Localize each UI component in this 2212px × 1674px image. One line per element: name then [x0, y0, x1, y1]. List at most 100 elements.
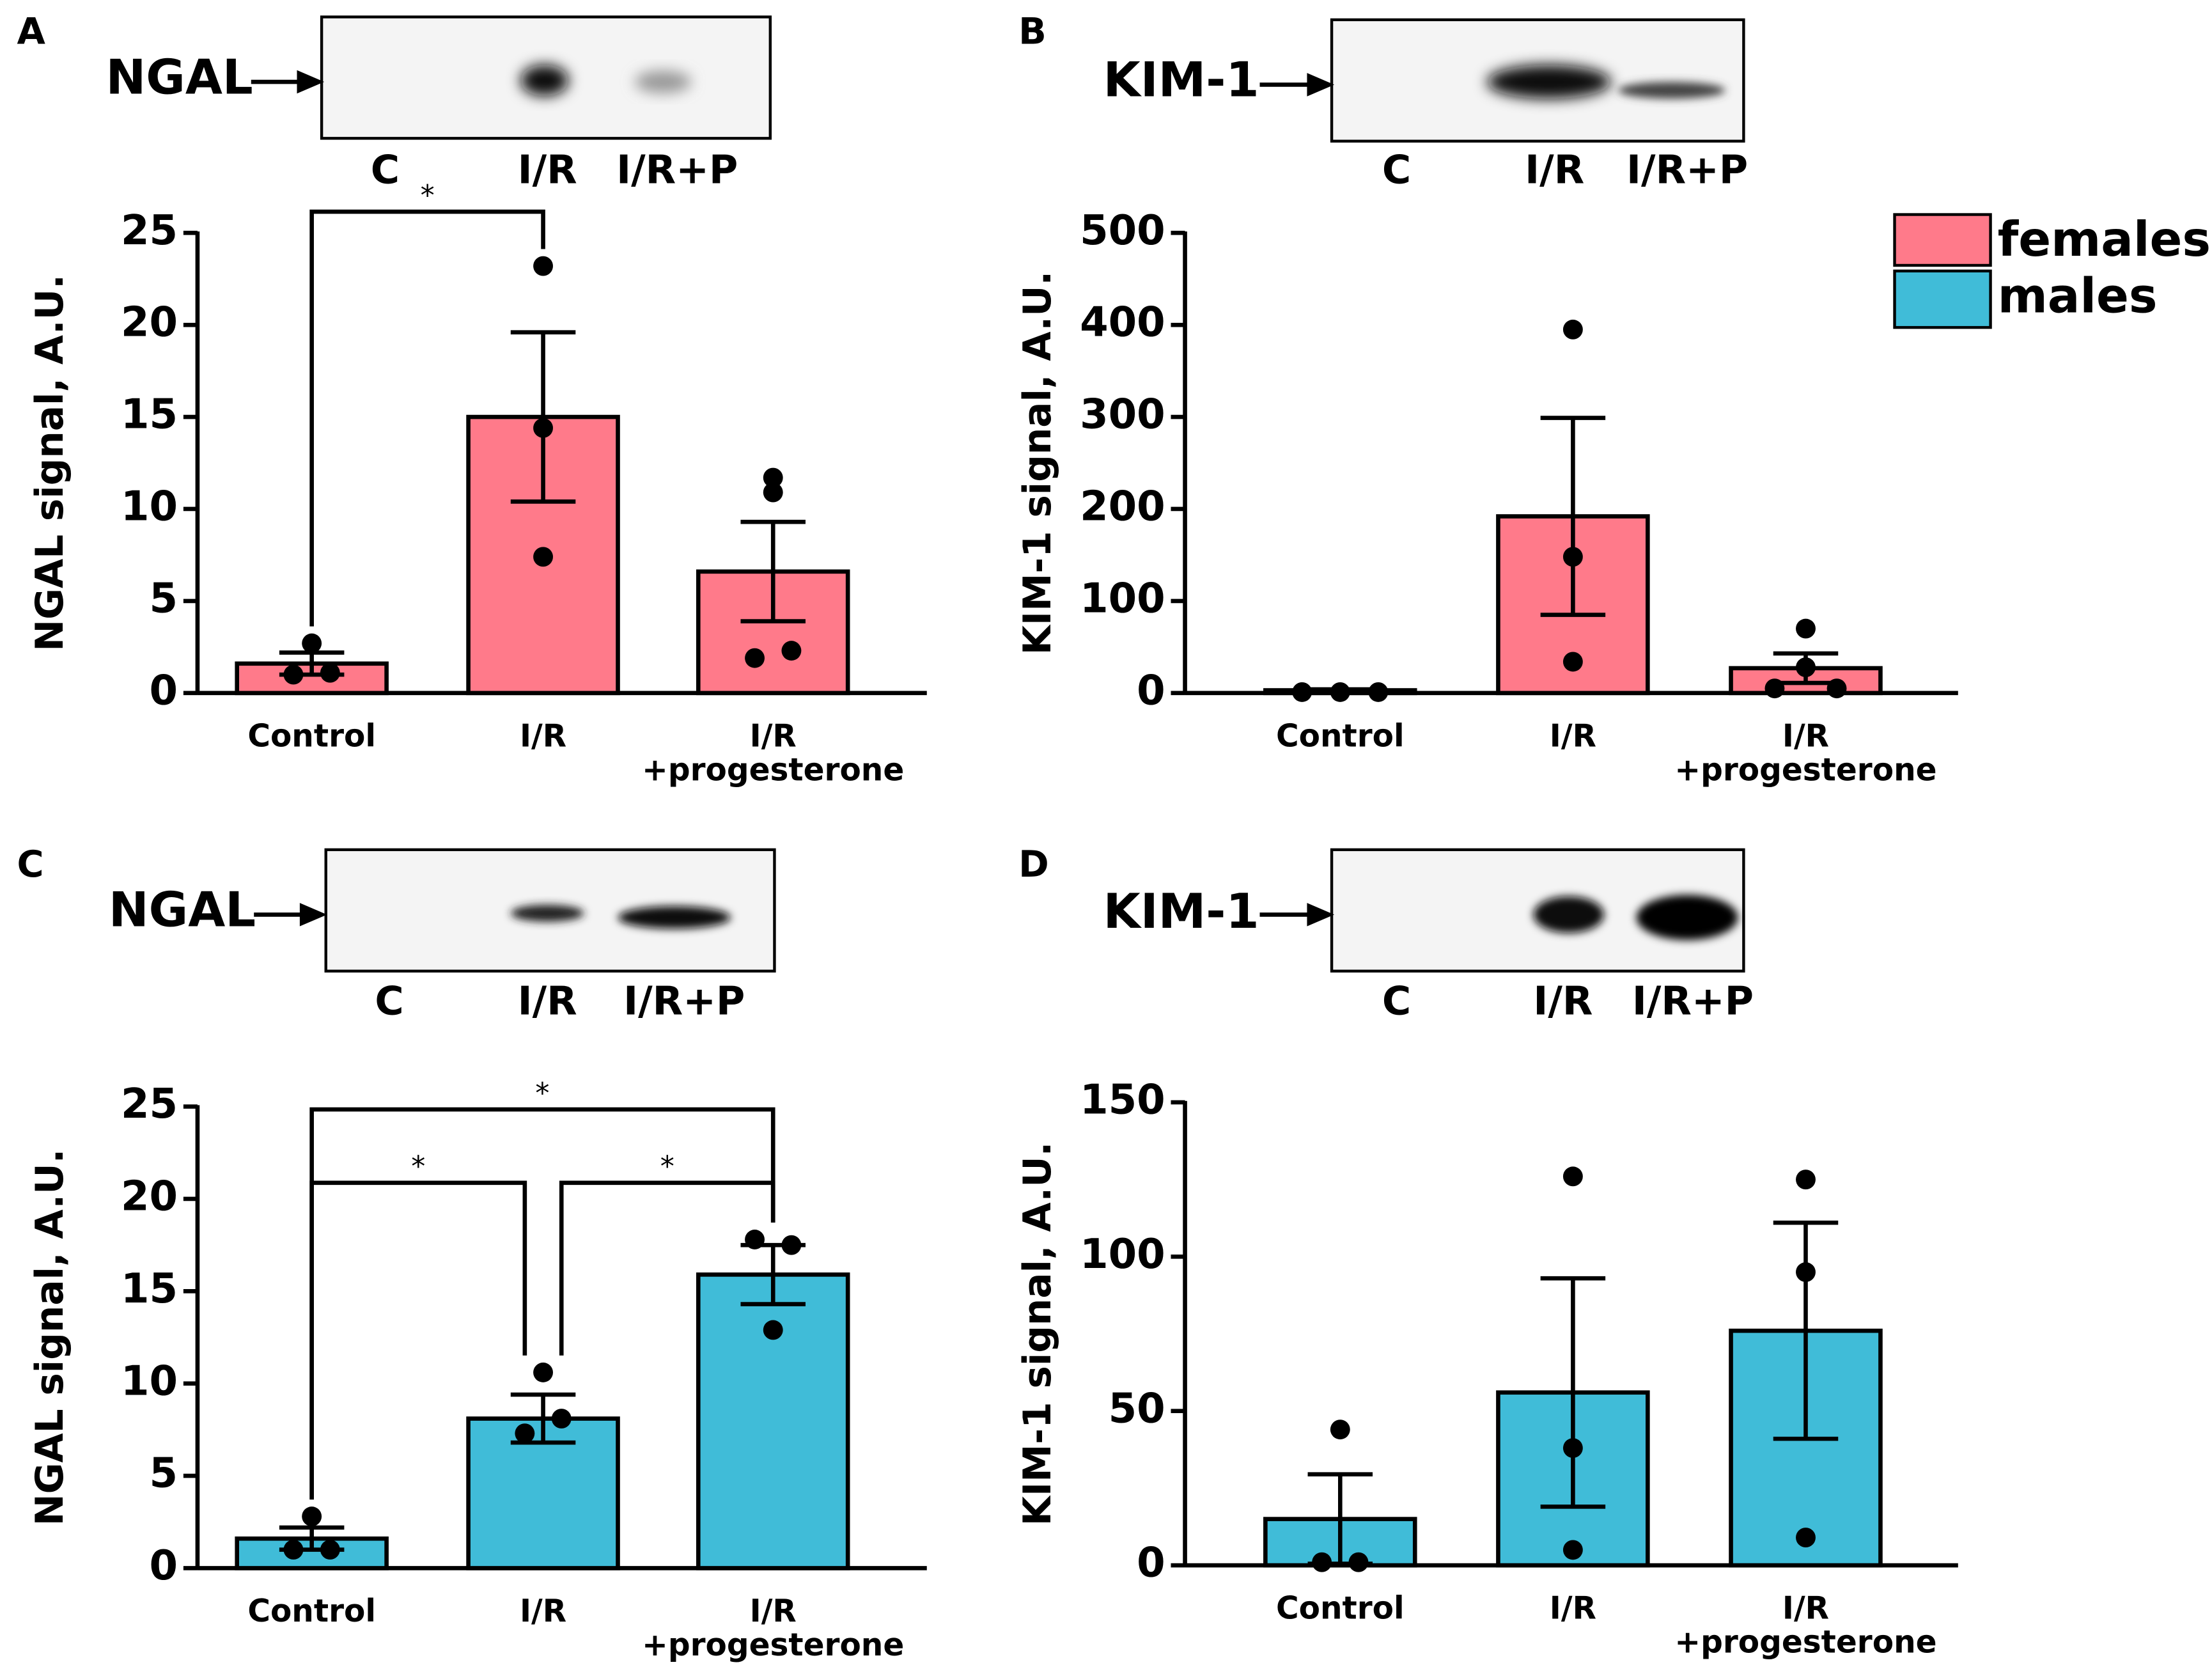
- lane-label: C: [1382, 146, 1411, 192]
- x-tick-label: I/R: [520, 718, 566, 754]
- data-point: [533, 418, 553, 438]
- y-tick-label: 15: [121, 391, 178, 439]
- significance-label: *: [535, 1077, 549, 1110]
- protein-label: KIM-1: [1103, 52, 1259, 108]
- data-point: [1348, 1552, 1369, 1572]
- significance-bracket: [309, 1107, 775, 1500]
- data-point: [781, 641, 802, 661]
- y-tick-label: 100: [1080, 575, 1165, 622]
- x-tick-label-line: +progesterone: [1674, 752, 1936, 788]
- data-point: [1796, 1528, 1816, 1548]
- data-point: [533, 1362, 553, 1382]
- data-point: [1562, 1540, 1583, 1560]
- protein-label: KIM-1: [1103, 883, 1259, 939]
- x-tick-label: Control: [247, 1593, 376, 1629]
- data-point: [1796, 618, 1816, 639]
- x-tick-label-line: I/R: [1550, 1591, 1596, 1627]
- y-tick-label: 10: [121, 483, 178, 531]
- data-point: [533, 547, 553, 567]
- data-point: [745, 1230, 765, 1249]
- x-tick-label-line: I/R: [1782, 718, 1829, 754]
- y-tick-label: 25: [121, 207, 178, 254]
- x-tick-label-line: I/R: [520, 1593, 566, 1629]
- y-tick-label: 20: [121, 299, 178, 347]
- significance-label: *: [411, 1151, 425, 1184]
- y-tick-label: 0: [1137, 1540, 1165, 1587]
- y-tick-label: 10: [121, 1357, 178, 1405]
- y-tick-label: 100: [1080, 1231, 1165, 1278]
- y-tick-label: 200: [1080, 483, 1165, 531]
- lane-label: I/R: [1525, 146, 1584, 192]
- lane-label: I/R: [518, 146, 577, 192]
- protein-label: NGAL: [109, 882, 256, 938]
- data-point: [1796, 1262, 1816, 1282]
- y-tick-label: 0: [150, 1542, 178, 1590]
- data-point: [1562, 319, 1583, 340]
- lane-label: I/R+P: [1632, 978, 1754, 1024]
- x-tick-label: I/R: [1550, 1591, 1596, 1627]
- y-axis-label: NGAL signal, A.U.: [28, 1149, 72, 1526]
- y-tick-label: 15: [121, 1265, 178, 1313]
- legend-swatch: [1893, 213, 1992, 267]
- y-axis-label: NGAL signal, A.U.: [28, 274, 72, 651]
- x-tick-label-line: I/R: [1550, 718, 1596, 754]
- y-axis-label: KIM-1 signal, A.U.: [1016, 1142, 1060, 1526]
- lane-label: I/R+P: [623, 978, 745, 1024]
- y-tick-label: 400: [1080, 299, 1165, 347]
- data-point: [1562, 652, 1583, 672]
- x-tick-label-line: Control: [1276, 1591, 1405, 1627]
- x-tick-label: I/R +progesterone: [1674, 718, 1936, 788]
- data-point: [1796, 1169, 1816, 1190]
- blot-images: [251, 15, 1745, 973]
- x-tick-label-line: +progesterone: [642, 1627, 904, 1663]
- x-tick-label-line: I/R: [750, 718, 797, 754]
- data-point: [533, 256, 553, 276]
- data-point: [302, 1506, 322, 1527]
- x-tick-label-line: I/R: [750, 1593, 797, 1629]
- x-tick-label: Control: [247, 718, 376, 754]
- data-point: [283, 1540, 304, 1560]
- lane-label: I/R+P: [1626, 146, 1748, 192]
- x-tick-label-line: I/R: [1782, 1591, 1829, 1627]
- y-tick-label: 0: [150, 667, 178, 714]
- legend-label: females: [1998, 211, 2211, 267]
- data-point: [1562, 1438, 1583, 1459]
- data-point: [320, 662, 340, 683]
- lane-label: I/R+P: [616, 146, 738, 192]
- panel-letter: D: [1018, 843, 1049, 886]
- lane-label: C: [371, 146, 400, 192]
- y-tick-label: 20: [121, 1173, 178, 1221]
- data-point: [1796, 657, 1816, 677]
- y-tick-label: 500: [1080, 207, 1165, 254]
- x-tick-label: I/R +progesterone: [642, 718, 904, 788]
- data-point: [1826, 678, 1847, 699]
- x-tick-label: I/R: [520, 1593, 566, 1629]
- y-tick-label: 0: [1137, 667, 1165, 714]
- x-tick-label-line: +progesterone: [642, 752, 904, 788]
- data-point: [763, 1320, 783, 1340]
- data-point: [1368, 682, 1389, 702]
- x-tick-label-line: I/R: [520, 718, 566, 754]
- y-axis-label: KIM-1 signal, A.U.: [1016, 271, 1060, 655]
- bar: [696, 1272, 850, 1570]
- data-point: [302, 633, 322, 653]
- lane-label: C: [1382, 978, 1411, 1024]
- data-point: [1312, 1552, 1332, 1572]
- data-point: [763, 467, 783, 488]
- y-tick-label: 150: [1080, 1077, 1165, 1124]
- data-point: [1292, 682, 1312, 702]
- panel-letter: B: [1018, 10, 1047, 53]
- data-point: [283, 664, 304, 685]
- x-tick-label-line: Control: [1276, 718, 1405, 754]
- x-tick-label-line: Control: [247, 718, 376, 754]
- data-point: [1330, 1420, 1350, 1440]
- legend-swatch: [1893, 269, 1992, 329]
- panel-letter: C: [17, 843, 43, 886]
- y-tick-label: 5: [150, 575, 178, 622]
- x-tick-label: Control: [1276, 1591, 1405, 1627]
- y-tick-label: 50: [1109, 1385, 1165, 1432]
- x-tick-label: Control: [1276, 718, 1405, 754]
- x-tick-label: I/R: [1550, 718, 1596, 754]
- data-point: [1764, 678, 1785, 699]
- data-point: [1562, 1166, 1583, 1187]
